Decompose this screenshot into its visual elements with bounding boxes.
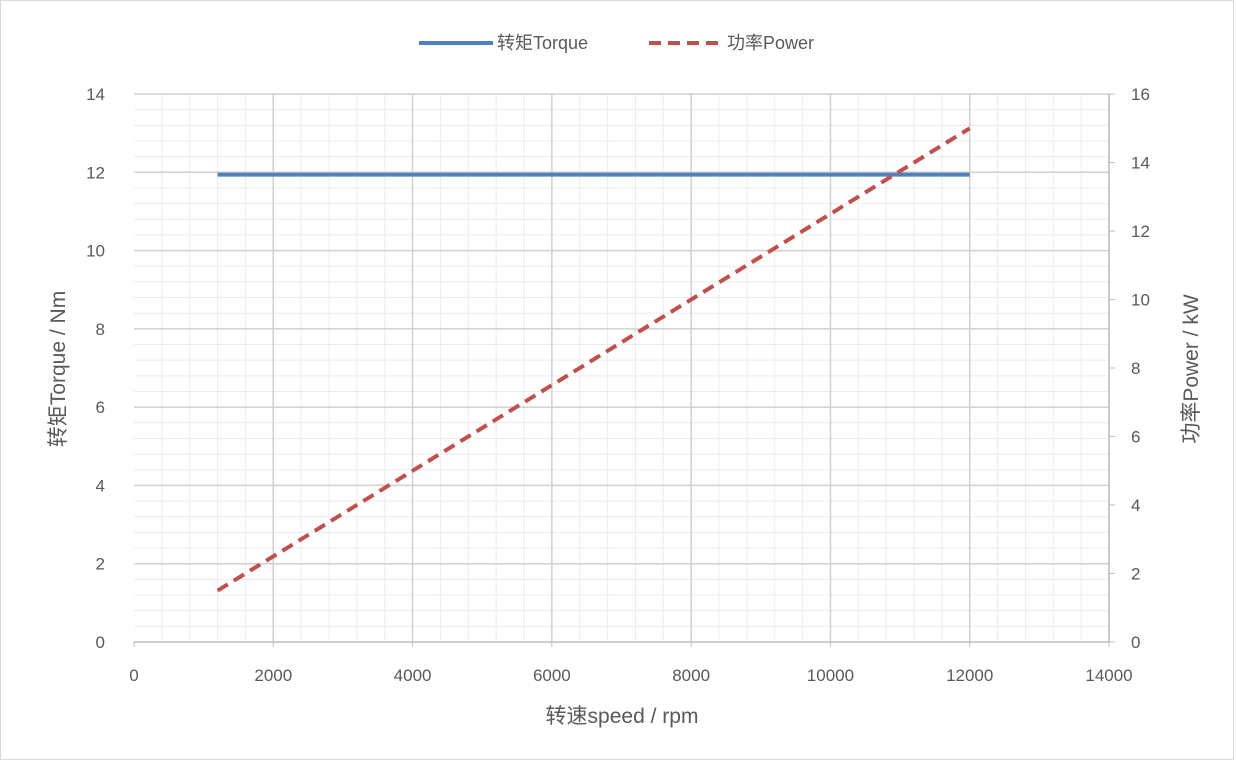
- y-tick-label: 6: [96, 398, 105, 417]
- x-axis-title: 转速speed / rpm: [546, 705, 699, 728]
- y2-tick-label: 14: [1131, 154, 1150, 173]
- x-tick-label: 12000: [946, 666, 993, 685]
- x-tick-label: 10000: [807, 666, 854, 685]
- y2-axis-title: 功率Power / kW: [1180, 294, 1203, 444]
- axes: [133, 93, 1115, 647]
- y-tick-label: 14: [86, 85, 105, 104]
- y-tick-label: 0: [96, 633, 105, 652]
- y-tick-label: 12: [86, 163, 105, 182]
- y-axis-title: 转矩Torque / Nm: [47, 291, 70, 447]
- x-tick-label: 6000: [533, 666, 571, 685]
- y-tick-label: 10: [86, 242, 105, 261]
- y2-tick-label: 6: [1131, 428, 1140, 447]
- y2-tick-label: 0: [1131, 633, 1140, 652]
- y2-tick-label: 4: [1131, 496, 1140, 515]
- major-gridlines: [134, 93, 1110, 642]
- x-tick-label: 2000: [254, 666, 292, 685]
- y2-tick-label: 10: [1131, 291, 1150, 310]
- x-tick-label: 0: [129, 666, 138, 685]
- x-tick-label: 4000: [394, 666, 432, 685]
- y2-tick-label: 2: [1131, 565, 1140, 584]
- x-tick-label: 8000: [672, 666, 710, 685]
- y-tick-label: 4: [96, 476, 105, 495]
- series-layer: [216, 126, 971, 593]
- y2-tick-label: 8: [1131, 359, 1140, 378]
- y-tick-label: 8: [96, 320, 105, 339]
- tick-labels: 0 2000 4000 6000 8000 10000 12000 14000 0 2 4 6 8 10 1…: [86, 85, 1150, 685]
- legend-label-power: 功率Power: [727, 33, 814, 53]
- y-tick-label: 2: [96, 555, 105, 574]
- series-line-power: [216, 126, 971, 593]
- legend: 转矩Torque 功率Power: [419, 33, 814, 53]
- x-tick-label: 14000: [1085, 666, 1132, 685]
- y2-tick-label: 16: [1131, 85, 1150, 104]
- y2-tick-label: 12: [1131, 222, 1150, 241]
- legend-label-torque: 转矩Torque: [497, 33, 588, 53]
